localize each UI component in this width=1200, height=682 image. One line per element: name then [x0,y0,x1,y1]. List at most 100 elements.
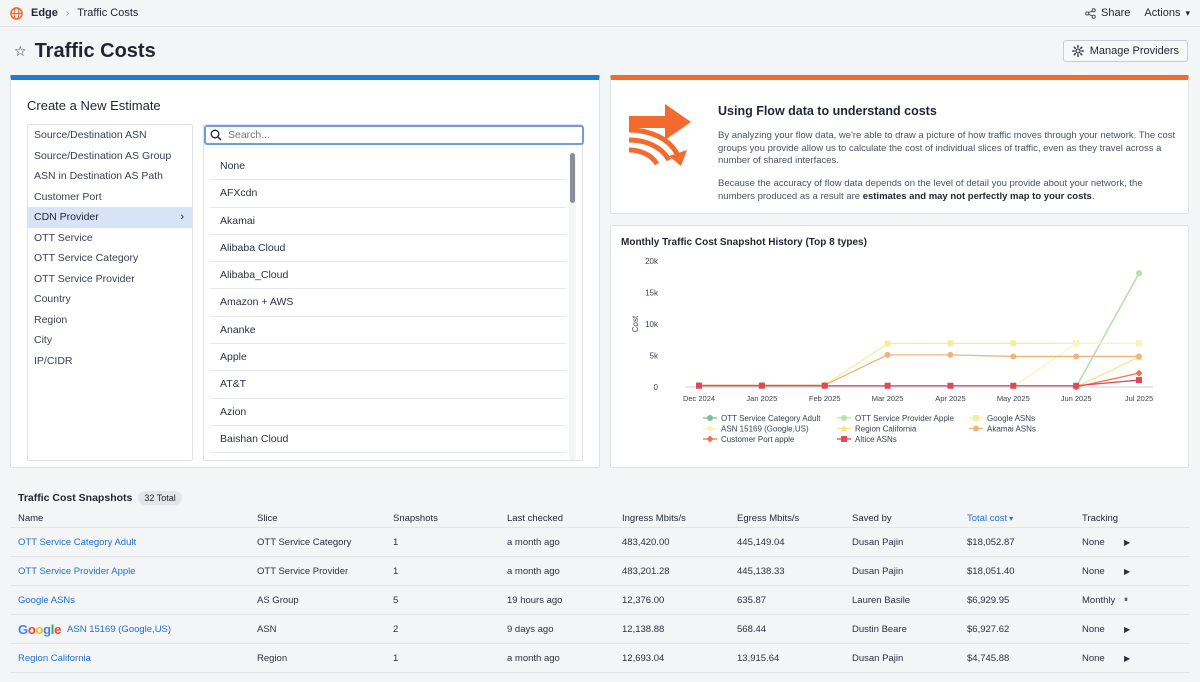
dimension-item[interactable]: Country [28,289,192,310]
dimension-label: ASN in Destination AS Path [34,170,163,182]
cell-name[interactable]: Region California [18,644,91,672]
legend-label: Customer Port apple [721,435,795,444]
provider-item[interactable]: AT&T [210,371,566,399]
provider-item[interactable]: Akamai [210,208,566,235]
provider-item[interactable]: AFXcdn [210,180,566,208]
provider-item[interactable]: Alibaba_Cloud [210,262,566,290]
cell-total-cost: $4,745.88 [967,644,1009,672]
column-header[interactable]: Last checked [507,510,563,527]
info-paragraph-1: By analyzing your flow data, we're able … [718,130,1176,166]
cell-name[interactable]: OTT Service Provider Apple [18,557,136,585]
cell-text: a month ago [507,565,560,577]
cell-snapshots: 1 [393,528,398,556]
provider-item[interactable]: Amazon + AWS [210,289,566,317]
scrollbar-track[interactable] [569,153,576,460]
cell-name[interactable]: OTT Service Category Adult [18,528,136,556]
column-header[interactable]: Tracking [1082,510,1118,527]
cell-name[interactable]: Google ASN 15169 (Google,US) [18,615,171,643]
gear-icon [1071,45,1084,57]
cell-text: None [1082,565,1105,577]
manage-providers-button[interactable]: Manage Providers [1062,40,1188,62]
provider-item[interactable]: None [210,153,566,181]
column-header[interactable]: Name [18,510,43,527]
table-row[interactable]: OTT Service Category Adult OTT Service Ca… [10,528,1190,557]
column-header-label: Saved by [852,513,892,524]
provider-item[interactable]: Apple [210,344,566,372]
y-tick-label: 10k [645,320,659,329]
dimension-item[interactable]: CDN Provider › [28,207,192,228]
actions-menu[interactable]: Actions ▾ [1144,7,1190,19]
snapshot-name-link[interactable]: ASN 15169 (Google,US) [67,623,172,635]
series-line [699,354,1139,386]
dimension-item[interactable]: OTT Service [28,228,192,249]
column-header[interactable]: Saved by [852,510,892,527]
dimension-item[interactable]: Region [28,310,192,331]
data-point [1073,382,1080,389]
search-input[interactable] [228,129,558,141]
snapshot-name-link[interactable]: Google ASNs [18,594,76,606]
total-badge: 32 Total [138,491,182,505]
table-row[interactable]: OTT Service Provider Apple OTT Service Pr… [10,557,1190,586]
start-tracking-button[interactable]: ▶ [1124,624,1131,634]
star-icon[interactable]: ☆ [14,42,27,59]
provider-item[interactable]: Alibaba Cloud [210,235,566,263]
start-tracking-button[interactable]: ▶ [1124,537,1131,547]
dimension-item[interactable]: City [28,330,192,351]
dimension-label: Source/Destination AS Group [34,149,172,162]
column-header-label: Slice [257,513,278,524]
dimension-label: OTT Service Category [34,252,139,264]
dimension-item[interactable]: IP/CIDR [28,351,192,372]
x-tick-label: Jul 2025 [1125,394,1153,403]
dimension-item[interactable]: ASN in Destination AS Path [28,166,192,187]
series-line [699,342,1139,386]
x-tick-label: Feb 2025 [809,394,841,403]
dimension-label: Source/Destination ASN [34,129,147,141]
info-paragraph-2-end: . [1091,190,1095,202]
pause-tracking-button[interactable]: ⏸ [1124,595,1128,604]
search-box[interactable] [204,125,584,145]
cell-last-checked: a month ago [507,528,560,556]
cell-text: 12,138.88 [622,623,665,635]
snapshot-name-link[interactable]: OTT Service Provider Apple [18,565,136,577]
dimension-item[interactable]: Source/Destination ASN [28,125,192,146]
dimension-item[interactable]: OTT Service Provider [28,269,192,290]
column-header[interactable]: Slice [257,510,278,527]
snapshot-name-link[interactable]: Region California [18,652,91,664]
start-tracking-button[interactable]: ▶ [1124,566,1131,576]
search-icon [210,129,222,141]
cell-text: Dusan Pajin [852,565,904,577]
cell-text: None [1082,623,1105,635]
series-line [1012,342,1140,388]
provider-item[interactable]: Ananke [210,317,566,345]
column-header-label: Snapshots [393,513,438,524]
scrollbar-thumb[interactable] [570,153,575,203]
cell-text: 635.87 [737,594,767,606]
snapshot-name-link[interactable]: OTT Service Category Adult [18,536,137,548]
legend-swatch-marker [707,415,713,421]
actions-label: Actions [1144,7,1181,19]
cell-text: a month ago [507,536,560,548]
cell-text: OTT Service Category [257,536,352,548]
dimension-item[interactable]: OTT Service Category [28,248,192,269]
dimension-item[interactable]: Customer Port [28,187,192,208]
share-button[interactable]: Share [1085,7,1130,19]
start-tracking-button[interactable]: ▶ [1124,653,1131,663]
cell-text: ASN [257,623,277,635]
provider-item[interactable]: Azion [210,399,566,426]
table-row[interactable]: Region California Region 1 a month ago 12,69… [10,644,1190,673]
info-paragraph-2-emphasis: estimates and may not perfectly map to y… [862,190,1092,202]
provider-item[interactable]: Baishan Cloud [210,426,566,454]
cell-name[interactable]: Google ASNs [18,586,75,614]
y-tick-label: 15k [645,289,659,298]
column-header[interactable]: Total cost ▾ [967,510,1013,527]
cell-tracking: None [1082,644,1105,672]
x-tick-label: Mar 2025 [872,394,904,403]
table-row[interactable]: Google ASNs AS Group 5 19 hours ago 12,376.0… [10,586,1190,615]
cell-text: None [1082,536,1105,548]
column-header[interactable]: Ingress Mbits/s [622,510,686,527]
breadcrumb-root[interactable]: Edge [31,7,58,19]
column-header[interactable]: Egress Mbits/s [737,510,799,527]
table-row[interactable]: Google ASN 15169 (Google,US) ASN 2 9 days ag… [10,615,1190,644]
dimension-item[interactable]: Source/Destination AS Group [28,146,192,167]
column-header[interactable]: Snapshots [393,510,438,527]
